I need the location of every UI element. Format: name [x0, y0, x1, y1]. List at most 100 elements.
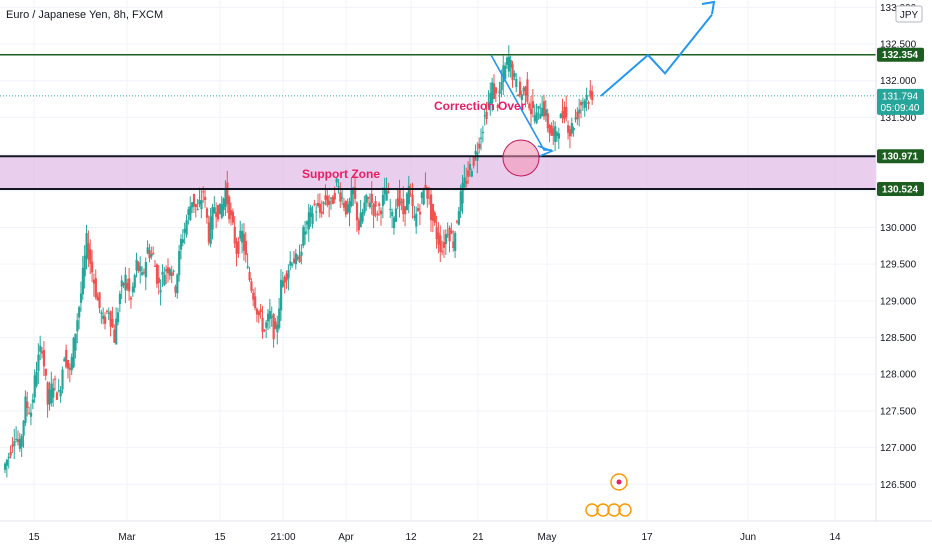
candle-body	[37, 354, 40, 372]
candle-body	[191, 202, 194, 208]
candle-body	[439, 235, 442, 252]
candle-body	[454, 232, 457, 251]
candle-body	[442, 242, 446, 248]
candle-body	[318, 203, 322, 213]
candle-body	[46, 382, 49, 405]
candle-body	[250, 281, 253, 291]
candle-body	[94, 278, 97, 298]
candle-body	[496, 104, 499, 108]
zone-top-price-tag: 130.971	[877, 149, 924, 164]
candle-body	[337, 186, 340, 188]
candle-body	[211, 207, 214, 230]
candle-body	[398, 189, 401, 206]
candle-body	[5, 459, 9, 466]
time-axis[interactable]: 15 Mar 15 21:00 Apr 12 21 May 17 Jun 14	[0, 520, 932, 550]
candle-body	[252, 292, 255, 300]
resistance-price-tag: 132.354	[877, 47, 924, 62]
candle-body	[361, 212, 364, 222]
candle-body	[98, 292, 101, 308]
candle-body	[409, 193, 412, 195]
candle-body	[257, 311, 260, 316]
y-tick-label: 127.500	[880, 406, 917, 417]
candle-body	[581, 102, 585, 104]
breakout-circle	[502, 139, 540, 177]
candle-body	[154, 266, 157, 268]
candle-body	[317, 202, 320, 207]
candle-body	[370, 193, 373, 204]
candle-body	[342, 202, 346, 208]
candle-body	[120, 280, 123, 287]
candle-body	[341, 197, 344, 199]
projection-path	[600, 14, 713, 97]
candle-body	[126, 282, 129, 289]
candle-body	[115, 318, 118, 345]
candle-body	[483, 115, 486, 117]
candle-body	[241, 231, 244, 243]
candle-body	[141, 272, 144, 275]
candle-body	[557, 133, 561, 139]
candle-body	[48, 389, 51, 405]
candle-body	[87, 243, 90, 260]
candle-body	[363, 202, 366, 214]
candle-body	[507, 56, 510, 72]
price-axis[interactable]: 126.500 127.000 127.500 128.000 128.500 129.0…	[875, 0, 932, 521]
correction-over-label: Correction Over	[434, 99, 526, 113]
candle-body	[411, 194, 414, 206]
x-tick-label: Apr	[338, 532, 354, 543]
candle-body	[309, 207, 312, 217]
candle-body	[567, 125, 570, 133]
candle-body	[420, 192, 423, 199]
candle-body	[394, 208, 398, 222]
candle-body	[354, 187, 357, 199]
candle-body	[202, 191, 205, 193]
candle-body	[559, 114, 562, 119]
candle-body	[78, 307, 81, 318]
candle-body	[524, 86, 527, 96]
candle-body	[467, 170, 470, 177]
candle-body	[300, 251, 303, 256]
candle-body	[326, 195, 329, 206]
candle-body	[304, 231, 307, 235]
candle-body	[535, 112, 538, 123]
currency-label[interactable]: JPY	[900, 10, 919, 21]
candle-body	[531, 101, 535, 108]
candle-body	[159, 290, 162, 293]
candle-body	[287, 270, 290, 279]
candle-body	[61, 369, 64, 390]
candle-body	[413, 215, 416, 218]
candle-body	[298, 255, 301, 263]
y-tick-label: 128.000	[880, 370, 917, 381]
candle-body	[124, 274, 127, 291]
candle-body	[155, 264, 159, 284]
projection-arrow-head	[701, 0, 716, 15]
candle-body	[391, 211, 394, 217]
candle-body	[457, 211, 460, 225]
candle-body	[374, 201, 377, 207]
events-icon[interactable]	[585, 473, 632, 517]
candle-body	[548, 124, 551, 134]
candle-body	[480, 137, 483, 139]
candle-body	[85, 233, 88, 259]
x-tick-label: 12	[405, 532, 417, 543]
candle-body	[55, 392, 59, 400]
candle-body	[344, 200, 348, 215]
y-tick-label: 126.500	[880, 480, 917, 491]
candle-body	[509, 59, 512, 68]
y-tick-label: 127.000	[880, 443, 917, 454]
x-tick-label: Jun	[740, 532, 756, 543]
candle-body	[205, 208, 209, 218]
candle-body	[570, 123, 573, 134]
candle-body	[70, 357, 73, 371]
candle-body	[226, 182, 229, 205]
candle-body	[333, 192, 336, 200]
svg-text:131.794: 131.794	[882, 91, 919, 102]
candle-body	[389, 208, 392, 210]
candle-body	[431, 203, 435, 221]
candle-body	[322, 202, 325, 205]
candle-body	[387, 191, 390, 193]
candle-body	[446, 234, 449, 236]
candle-body	[329, 197, 333, 199]
candle-body	[178, 251, 181, 275]
candle-body	[129, 297, 133, 300]
